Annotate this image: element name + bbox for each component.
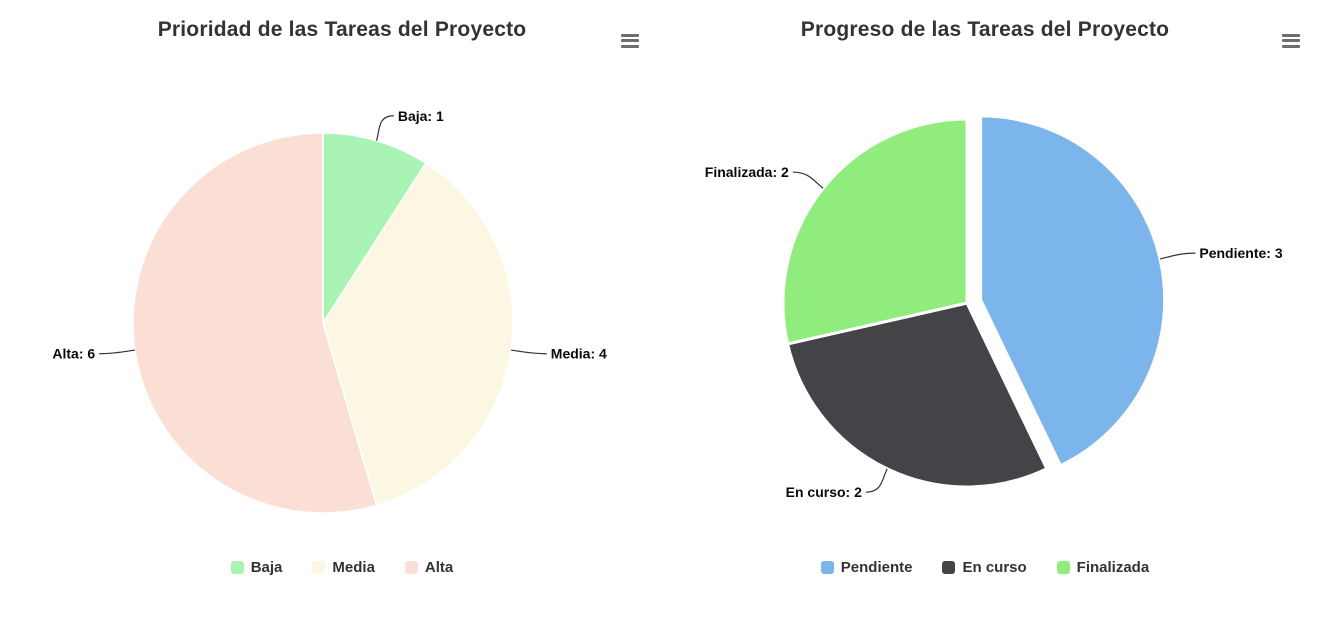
legend-label: Baja [250,559,283,576]
legend-swatch-alta [404,561,418,574]
menu-bar [1282,44,1300,48]
hamburger-menu-icon [621,31,639,50]
label-connector-finalizada [792,171,824,189]
legend-label: Finalizada [1076,559,1150,576]
legend-swatch-media [312,561,326,574]
legend-label: En curso [962,559,1027,576]
menu-bar [1282,39,1300,42]
label-connector-media [510,349,547,355]
chart-title: Prioridad de las Tareas del Proyecto [157,18,527,41]
legend-item-alta[interactable]: Alta [404,559,454,576]
hamburger-menu-icon [1282,31,1300,50]
chart-legend: Baja Media Alta [10,559,674,576]
legend-item-media[interactable]: Media [312,559,375,576]
chart-legend: Pendiente En curso Finalizada [653,559,1317,576]
pie-slice-pendiente[interactable] [979,114,1167,468]
legend-item-pendiente[interactable]: Pendiente [820,559,913,576]
legend-item-finalizada[interactable]: Finalizada [1056,559,1150,576]
chart-context-menu-button[interactable] [1279,28,1303,53]
pie-slice-media[interactable] [322,162,514,507]
legend-item-en-curso[interactable]: En curso [942,559,1027,576]
pie-slice-alta[interactable] [132,132,378,514]
legend-label: Media [332,559,375,576]
legend-swatch-en-curso [942,561,956,574]
slice-callout-alta: Alta: 6 [52,346,95,362]
legend-label: Alta [424,559,454,576]
pie-plot-area: Pendiente: 3 En curso: 2 Finalizada: 2 [705,114,1283,500]
slice-callout-pendiente: Pendiente: 3 [1199,245,1282,261]
label-connector-baja [375,115,394,141]
legend-item-baja[interactable]: Baja [230,559,283,576]
pie-chart-priority: Prioridad de las Tareas del Proyecto Baj… [10,0,674,627]
pie-chart-progress: Progreso de las Tareas del Proyecto Pend… [653,0,1317,627]
slice-callout-en-curso: En curso: 2 [786,484,862,500]
legend-label: Pendiente [840,559,913,576]
label-connector-pendiente [1159,252,1196,260]
legend-swatch-baja [230,561,244,574]
pie-slice-finalizada[interactable] [781,117,969,346]
legend-swatch-pendiente [820,561,834,574]
chart-title: Progreso de las Tareas del Proyecto [800,18,1170,41]
slice-callout-finalizada: Finalizada: 2 [705,164,789,180]
label-connector-alta [99,349,136,355]
menu-bar [621,39,639,42]
menu-bar [1282,33,1300,37]
menu-bar [621,44,639,48]
slice-callout-media: Media: 4 [551,346,607,362]
legend-swatch-finalizada [1056,561,1070,574]
chart-context-menu-button[interactable] [618,28,642,53]
menu-bar [621,33,639,37]
pie-plot-area: Baja: 1 Media: 4 Alta: 6 [52,108,607,514]
label-connector-en-curso [865,468,888,493]
slice-callout-baja: Baja: 1 [398,108,444,124]
